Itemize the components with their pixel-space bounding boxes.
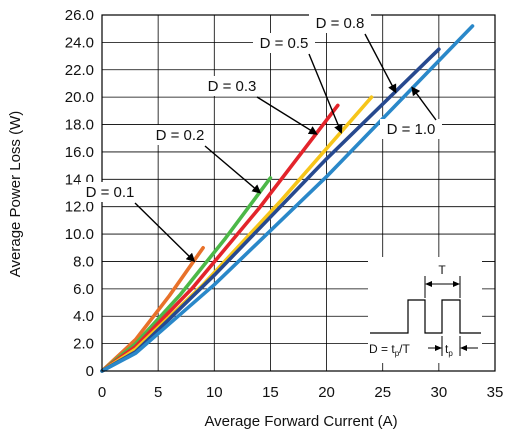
y-tick-label: 18.0 <box>65 117 94 134</box>
tp-arrow-right-head <box>460 345 467 351</box>
y-axis-title: Average Power Loss (W) <box>7 111 24 277</box>
x-tick-label: 5 <box>154 384 162 401</box>
label-backdrop <box>79 182 141 202</box>
label-backdrop <box>149 125 211 145</box>
y-tick-label: 8.0 <box>73 253 94 270</box>
y-tick-label: 22.0 <box>65 62 94 79</box>
period-label: T <box>438 263 446 277</box>
x-tick-labels: 0 5 10 15 20 25 30 35 <box>98 384 504 401</box>
duty-label-text: D = 0.3 <box>208 78 257 95</box>
label-arrow <box>364 33 397 94</box>
duty-formula: D = tp/T <box>369 342 410 358</box>
y-tick-label: 4.0 <box>73 308 94 325</box>
y-tick-label: 0 <box>86 363 94 380</box>
label-backdrop <box>253 33 315 53</box>
x-tick-label: 0 <box>98 384 106 401</box>
period-arrow-right-head <box>453 281 460 287</box>
y-tick-label: 26.0 <box>65 7 94 24</box>
y-tick-label: 6.0 <box>73 281 94 298</box>
x-tick-label: 20 <box>318 384 335 401</box>
duty-label-5: D = 1.0 <box>380 86 442 139</box>
duty-label-0: D = 0.1 <box>79 182 196 263</box>
label-arrow <box>256 96 318 135</box>
label-arrow <box>308 53 343 134</box>
y-tick-label: 12.0 <box>65 199 94 216</box>
label-backdrop <box>309 13 371 33</box>
duty-label-2: D = 0.3 <box>201 76 318 135</box>
series-line-5 <box>100 24 475 373</box>
duty-label-text: D = 0.2 <box>156 127 205 144</box>
pulse-inset: T D = tp/T tp <box>368 257 482 363</box>
tp-arrow-left-head <box>435 345 442 351</box>
label-arrow <box>134 202 196 263</box>
label-backdrop <box>380 119 442 139</box>
duty-label-4: D = 0.8 <box>309 13 397 94</box>
series-line-2 <box>100 103 340 373</box>
y-tick-label: 10.0 <box>65 226 94 243</box>
duty-labels: D = 0.1 D = 0.2 D = 0.3 D = 0.5 D = 0.8 D = 1… <box>79 13 442 263</box>
y-tick-label: 16.0 <box>65 144 94 161</box>
y-tick-label: 20.0 <box>65 89 94 106</box>
duty-label-3: D = 0.5 <box>253 33 343 134</box>
x-tick-label: 10 <box>206 384 223 401</box>
y-tick-label: 24.0 <box>65 34 94 51</box>
duty-label-text: D = 1.0 <box>387 121 436 138</box>
curves <box>100 24 475 373</box>
duty-label-text: D = 0.1 <box>86 184 135 201</box>
x-tick-label: 35 <box>487 384 504 401</box>
x-tick-label: 15 <box>262 384 279 401</box>
period-arrow-left-head <box>425 281 432 287</box>
y-tick-labels: 02.04.06.08.010.012.014.016.018.020.022.… <box>65 7 94 380</box>
x-tick-label: 30 <box>431 384 448 401</box>
duty-label-text: D = 0.5 <box>260 35 309 52</box>
tp-label: tp <box>445 342 453 358</box>
duty-label-1: D = 0.2 <box>149 125 262 194</box>
y-tick-label: 2.0 <box>73 336 94 353</box>
label-backdrop <box>201 76 263 96</box>
label-arrow <box>411 86 437 121</box>
x-tick-label: 25 <box>374 384 391 401</box>
label-arrow <box>204 145 262 194</box>
pulse-waveform <box>370 299 481 334</box>
x-axis-title: Average Forward Current (A) <box>204 413 397 430</box>
duty-label-text: D = 0.8 <box>316 15 365 32</box>
